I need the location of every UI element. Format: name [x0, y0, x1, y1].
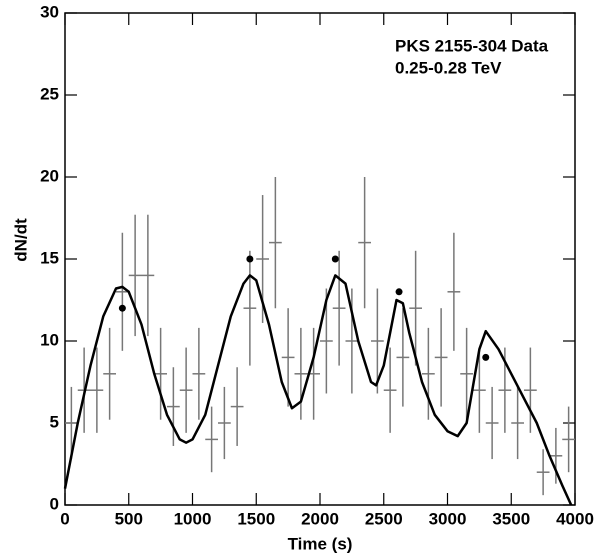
x-tick-label: 3500 — [492, 509, 530, 528]
y-axis-label: dN/dt — [11, 218, 30, 262]
annotation: 0.25-0.28 TeV — [395, 58, 502, 77]
x-tick-label: 2000 — [301, 509, 339, 528]
x-tick-label: 4000 — [556, 509, 594, 528]
x-tick-label: 0 — [60, 509, 69, 528]
y-tick-label: 20 — [40, 166, 59, 185]
x-tick-label: 3000 — [429, 509, 467, 528]
y-tick-label: 10 — [40, 330, 59, 349]
data-point — [395, 288, 403, 296]
x-tick-label: 1000 — [174, 509, 212, 528]
y-tick-label: 30 — [40, 2, 59, 21]
y-tick-label: 15 — [40, 248, 59, 267]
x-axis-label: Time (s) — [288, 534, 353, 553]
annotation: PKS 2155-304 Data — [395, 36, 549, 55]
data-point — [482, 353, 490, 361]
data-point — [246, 255, 254, 263]
x-tick-label: 2500 — [365, 509, 403, 528]
y-tick-label: 0 — [50, 494, 59, 513]
y-tick-label: 5 — [50, 412, 59, 431]
x-tick-label: 500 — [115, 509, 143, 528]
fit-curve — [63, 274, 573, 506]
y-tick-label: 25 — [40, 84, 59, 103]
data-point — [118, 304, 126, 312]
data-point — [331, 255, 339, 263]
plot-frame — [64, 12, 576, 506]
x-tick-label: 1500 — [237, 509, 275, 528]
